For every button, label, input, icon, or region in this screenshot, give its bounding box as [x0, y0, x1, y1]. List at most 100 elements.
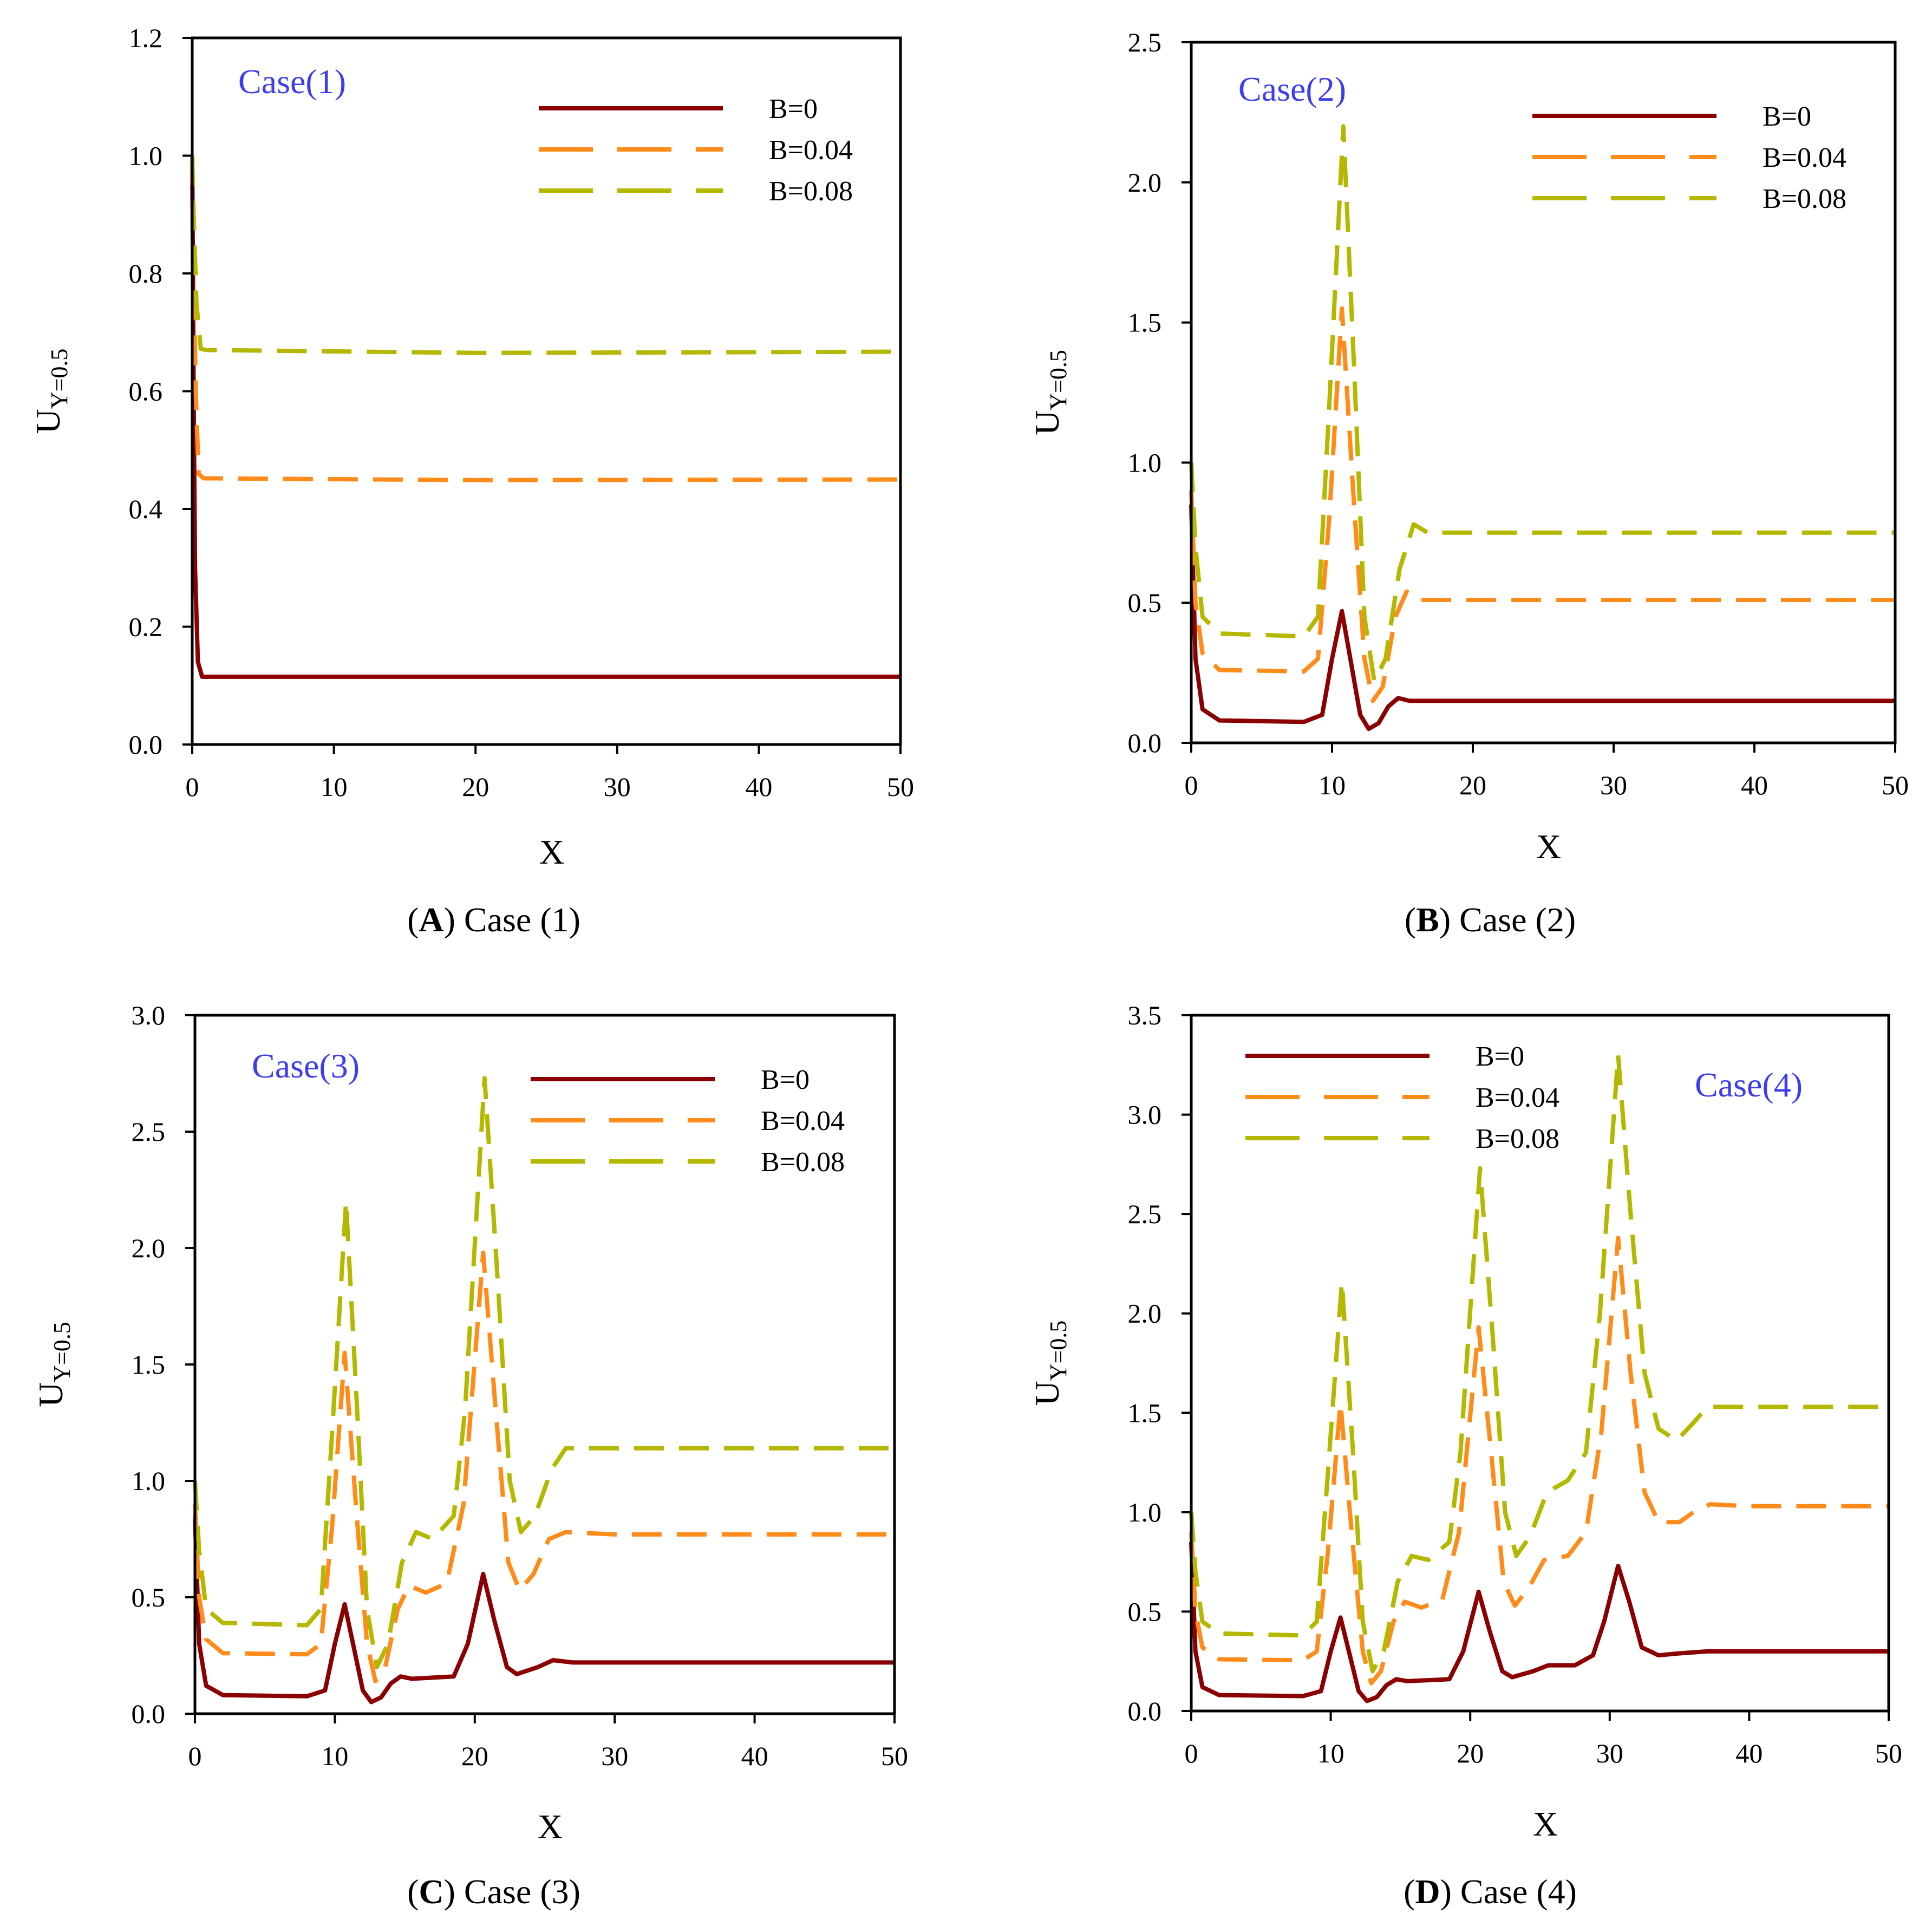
- y-tick-label: 0.0: [129, 729, 163, 760]
- case-label: Case(1): [238, 62, 346, 101]
- y-tick-label: 1.5: [1128, 308, 1162, 338]
- x-tick-label: 20: [1457, 1738, 1484, 1768]
- y-axis-title-sub: Y=0.5: [46, 349, 73, 409]
- y-tick-label: 2.0: [1128, 167, 1162, 198]
- y-tick-label: 2.5: [132, 1116, 166, 1147]
- y-axis-title-sub: Y=0.5: [1045, 1321, 1072, 1381]
- y-tick-label: 1.5: [1128, 1397, 1162, 1428]
- y-axis-title-main: U: [29, 409, 67, 434]
- caption-letter: B: [1416, 900, 1439, 939]
- legend-label-0: B=0: [1763, 101, 1811, 132]
- y-tick-label: 2.0: [132, 1233, 166, 1263]
- x-tick-label: 0: [186, 772, 199, 802]
- panel-caption: (B) Case (2): [1405, 900, 1576, 939]
- x-tick-label: 10: [1317, 1738, 1344, 1768]
- y-tick-label: 2.5: [1128, 1199, 1162, 1229]
- series-line-D-0: [1189, 1542, 1889, 1703]
- legend-label-0: B=0: [1476, 1041, 1524, 1072]
- y-axis-title: UY=0.5: [31, 1322, 75, 1407]
- series-line-B-1: [1189, 306, 1895, 703]
- y-tick-label: 0.4: [129, 494, 163, 524]
- case-label: Case(4): [1695, 1066, 1803, 1104]
- y-tick-label: 2.0: [1128, 1298, 1162, 1329]
- x-tick-label: 20: [1459, 770, 1486, 800]
- panel-B: 0 10 20 30 40 50 0.0 0.5 1.0 1.5 2.0 2.5 X UY=0.5 Case…: [1028, 27, 1909, 939]
- x-tick-label: 10: [321, 772, 348, 802]
- series-line-D-2: [1189, 1053, 1889, 1674]
- y-axis-title: UY=0.5: [1028, 350, 1072, 435]
- panel-D: 0 10 20 30 40 50 0.0 0.5 1.0 1.5 2.0 2.5 3.0 3.5 X UY=0…: [1028, 1000, 1902, 1911]
- y-tick-label: 1.2: [129, 23, 163, 53]
- y-tick-label: 3.5: [1128, 1000, 1162, 1030]
- x-tick-label: 50: [881, 1741, 908, 1771]
- x-tick-label: 40: [741, 1741, 768, 1771]
- y-tick-label: 3.0: [132, 1000, 166, 1030]
- caption-text: Case (4): [1460, 1872, 1577, 1911]
- series-line-C-2: [193, 1076, 895, 1669]
- y-axis-title-main: U: [31, 1382, 70, 1407]
- x-tick-label: 0: [188, 1741, 202, 1771]
- caption-letter: D: [1415, 1872, 1440, 1911]
- x-tick-label: 10: [1319, 770, 1346, 800]
- legend-label-1: B=0.04: [1763, 142, 1846, 173]
- y-tick-label: 0.5: [1128, 1596, 1162, 1627]
- y-axis-title: UY=0.5: [1028, 1321, 1072, 1406]
- legend-label-2: B=0.08: [1476, 1124, 1559, 1154]
- x-axis-title: X: [538, 1807, 563, 1846]
- x-tick-label: 30: [604, 772, 631, 802]
- x-axis-title: X: [1533, 1805, 1558, 1843]
- case-label: Case(3): [252, 1047, 360, 1085]
- y-tick-label: 1.0: [129, 141, 163, 171]
- legend-label-1: B=0.04: [1476, 1082, 1559, 1113]
- x-tick-label: 40: [1741, 770, 1768, 800]
- caption-text: Case (3): [464, 1872, 580, 1911]
- y-tick-label: 0.5: [132, 1582, 166, 1612]
- y-tick-label: 0.2: [129, 612, 163, 642]
- y-tick-label: 3.0: [1128, 1100, 1162, 1130]
- x-tick-label: 10: [321, 1741, 348, 1771]
- y-tick-label: 0.8: [129, 258, 163, 289]
- y-axis-title-sub: Y=0.5: [1045, 350, 1072, 410]
- x-tick-label: 40: [1735, 1738, 1763, 1768]
- y-axis-title-sub: Y=0.5: [49, 1322, 75, 1382]
- caption-letter: C: [419, 1872, 443, 1911]
- legend-label-1: B=0.04: [761, 1106, 845, 1137]
- caption-text: Case (2): [1459, 900, 1576, 939]
- series-line-B-2: [1189, 124, 1895, 684]
- x-tick-label: 30: [1600, 770, 1627, 800]
- legend-label-1: B=0.04: [769, 135, 853, 166]
- y-axis-title: UY=0.5: [29, 349, 73, 434]
- x-tick-label: 50: [1882, 770, 1909, 800]
- legend-label-2: B=0.08: [1763, 184, 1846, 214]
- x-tick-label: 50: [1875, 1738, 1902, 1768]
- y-tick-label: 1.0: [132, 1466, 166, 1496]
- x-axis-title: X: [539, 833, 564, 871]
- y-tick-label: 0.0: [1128, 1696, 1162, 1726]
- y-tick-label: 0.0: [132, 1699, 166, 1729]
- panel-caption: (C) Case (3): [407, 1872, 580, 1911]
- series-line-A-0: [190, 155, 900, 679]
- x-tick-label: 0: [1185, 1738, 1198, 1768]
- x-tick-label: 30: [601, 1741, 628, 1771]
- case-label: Case(2): [1238, 70, 1346, 108]
- plot-frame: [1190, 1014, 1890, 1713]
- series-line-C-1: [193, 1250, 895, 1683]
- legend-label-2: B=0.08: [769, 176, 853, 207]
- series-line-B-0: [1189, 504, 1895, 732]
- y-tick-label: 0.6: [129, 376, 163, 407]
- plot-frame: [1190, 41, 1897, 745]
- series-line-D-1: [1189, 1236, 1889, 1686]
- x-tick-label: 30: [1596, 1738, 1623, 1768]
- x-tick-label: 50: [887, 772, 914, 802]
- panel-caption: (A) Case (1): [407, 900, 580, 939]
- series-line-A-2: [190, 155, 901, 355]
- legend-label-2: B=0.08: [761, 1147, 845, 1178]
- panel-caption: (D) Case (4): [1404, 1872, 1577, 1911]
- y-axis-title-main: U: [1028, 1381, 1066, 1406]
- panel-A: 0 10 20 30 40 50 0.0 0.2 0.4 0.6 0.8 1.0 1.2 X UY=0.5 C…: [29, 23, 914, 939]
- y-tick-label: 1.5: [132, 1349, 166, 1380]
- x-tick-label: 20: [462, 772, 489, 802]
- y-tick-label: 0.5: [1128, 587, 1162, 618]
- x-axis-title: X: [1536, 827, 1561, 866]
